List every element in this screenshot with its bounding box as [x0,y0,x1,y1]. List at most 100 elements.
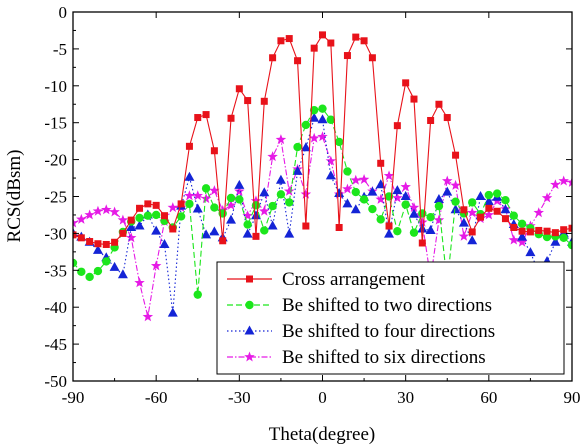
y-tick-label: -15 [44,114,67,133]
data-point [73,217,79,228]
data-point [402,79,410,87]
data-point [73,258,78,268]
data-point [134,277,145,288]
data-point [467,235,478,245]
data-point [260,226,269,235]
data-point [493,207,501,215]
data-point [417,223,428,233]
data-point [192,203,203,213]
data-point [485,204,493,212]
legend-item: Be shifted to two directions [227,295,492,316]
data-point [259,187,270,197]
data-point [392,192,403,203]
data-point [184,171,195,181]
data-point [375,193,386,204]
data-point [77,234,85,242]
data-point [225,199,237,210]
series-3 [73,131,572,322]
data-point [392,185,403,195]
data-point [542,232,552,242]
data-point [152,201,160,209]
data-point [385,222,393,230]
y-tick-label: -40 [44,298,67,317]
data-point [384,228,395,238]
data-point [193,290,202,299]
data-point [136,204,144,212]
data-point [200,193,212,204]
y-tick-label: 0 [59,3,68,22]
data-point [235,195,244,204]
data-point [143,211,153,220]
data-point [284,185,295,196]
data-point [466,207,478,218]
data-point [102,257,111,266]
data-point [558,175,569,186]
data-point [343,52,351,60]
data-point [93,266,103,276]
data-point [94,240,102,248]
data-point [226,193,236,203]
data-point [568,224,572,232]
data-point [268,201,277,211]
data-point [109,261,120,271]
data-point [526,228,534,236]
data-point [452,151,460,159]
data-point [500,204,511,214]
legend: Cross arrangement Be shifted to two direc… [216,261,565,375]
data-point [541,192,553,203]
data-point [219,237,227,245]
data-point [418,239,426,247]
data-point [134,220,145,230]
data-point [252,232,260,240]
data-point [73,231,77,239]
data-point [508,234,520,245]
data-point [543,227,551,235]
x-tick-label: 0 [318,388,327,407]
data-point [468,198,477,207]
data-point [294,57,302,65]
data-point [267,151,278,162]
y-tick-label: -25 [44,188,67,207]
data-point [443,114,451,122]
data-point [310,44,318,52]
data-point [410,95,418,103]
legend-marker [244,351,255,362]
data-point [185,199,194,209]
data-point [201,184,211,193]
data-point [135,213,144,223]
data-point [259,205,270,216]
data-point [334,188,345,198]
data-point [409,228,419,237]
data-point [560,226,568,234]
data-point [227,114,235,122]
data-point [326,115,336,124]
y-tick-label: -35 [44,261,67,280]
data-point [327,39,335,47]
data-point [142,311,154,322]
legend-label: Be shifted to four directions [282,321,495,342]
data-point [335,223,343,231]
x-tick-label: 90 [564,388,581,407]
legend-marker [245,300,254,310]
data-point [426,212,435,222]
data-point [151,210,161,220]
y-axis-title: RCS(dBsm) [4,150,25,243]
data-point [209,185,220,196]
data-point [458,230,470,241]
data-point [325,155,337,166]
data-point [433,214,445,225]
data-point [509,211,518,220]
data-point [235,85,243,93]
data-point [184,190,195,201]
data-point [477,213,485,221]
data-point [150,260,162,271]
data-point [475,191,486,200]
data-point [209,226,220,236]
data-point [160,212,168,220]
data-point [117,214,129,225]
data-point [425,224,436,234]
data-point [242,228,253,238]
x-tick-label: -30 [228,388,251,407]
legend-marker [244,325,255,335]
data-point [434,201,444,211]
